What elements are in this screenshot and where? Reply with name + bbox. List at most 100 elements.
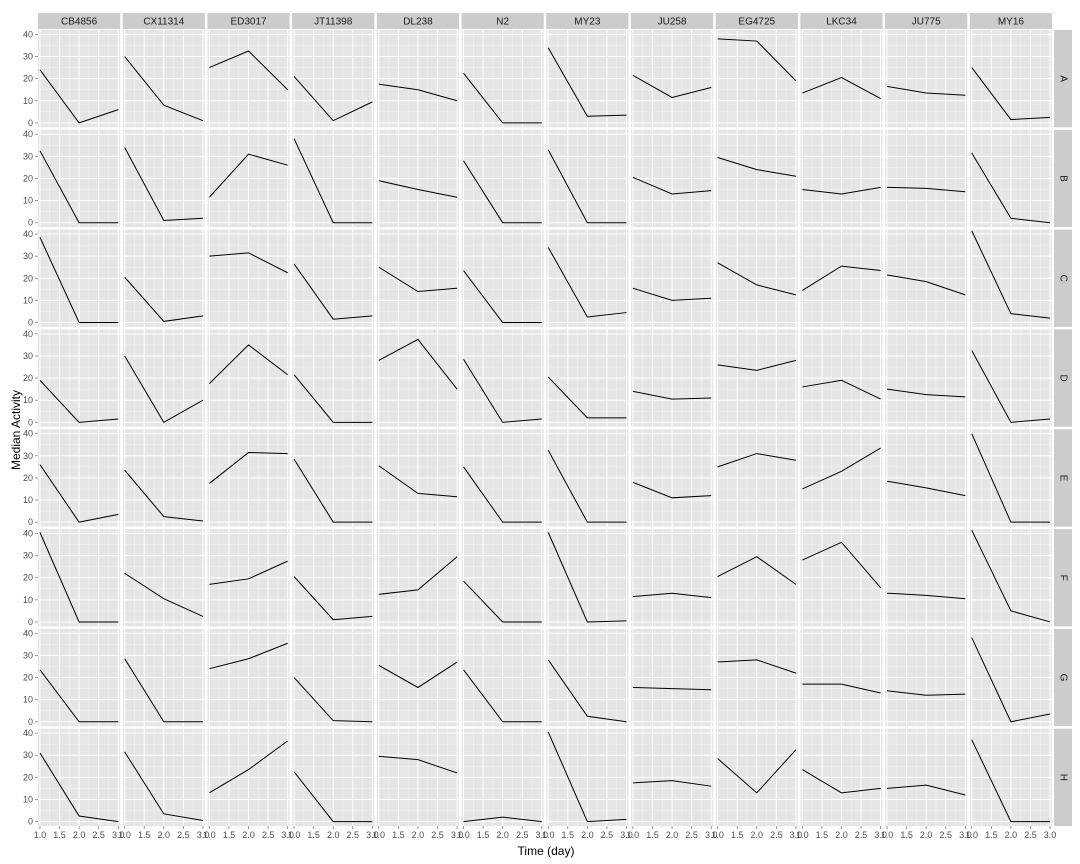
facet-panel — [630, 229, 714, 327]
facet-panel — [38, 628, 121, 727]
y-tick-label: 10 — [23, 794, 33, 804]
series-line — [887, 186, 966, 193]
series-line — [463, 160, 542, 224]
facet-panel — [885, 529, 968, 627]
x-tick-label: 2.5 — [92, 830, 105, 840]
series-line — [209, 740, 288, 794]
facet-panel — [376, 429, 460, 527]
y-tick-label: 20 — [23, 473, 33, 483]
x-tick-label: 2.5 — [940, 830, 953, 840]
series-line — [378, 556, 458, 595]
facet-panel — [461, 429, 544, 527]
series-line — [293, 76, 373, 122]
facet-label-row: G — [1057, 674, 1068, 682]
facet-panel — [885, 30, 968, 128]
x-tick-label: 2.0 — [751, 830, 764, 840]
x-tick-label: 2.0 — [835, 830, 848, 840]
series-line — [378, 661, 458, 689]
facet-panel — [461, 329, 544, 427]
series-line — [124, 469, 204, 522]
series-line — [632, 74, 712, 98]
y-tick-label: 10 — [23, 695, 33, 705]
y-tick-label: 10 — [23, 196, 33, 206]
facet-panel — [461, 129, 544, 228]
facet-panel — [122, 529, 205, 627]
series-line — [971, 67, 1051, 121]
series-line — [887, 592, 966, 600]
facet-panel — [800, 728, 883, 826]
facet-label-col: ED3017 — [230, 17, 267, 28]
x-tick-label: 1.5 — [307, 830, 320, 840]
series-line — [463, 72, 542, 124]
x-tick-label: 2.0 — [496, 830, 509, 840]
facet-strip-row — [1054, 529, 1072, 627]
y-axis-title: Median Activity — [9, 390, 23, 470]
series-line — [886, 388, 966, 398]
y-tick-label: 0 — [28, 717, 33, 727]
x-tick-label: 3.0 — [536, 830, 549, 840]
x-tick-label: 1.5 — [646, 830, 659, 840]
y-tick-label: 20 — [23, 74, 33, 84]
x-tick-label: 2.0 — [412, 830, 425, 840]
facet-panel — [122, 229, 205, 327]
facet-label-col: JU775 — [912, 17, 941, 28]
x-tick-label: 1.0 — [711, 830, 724, 840]
facet-panel — [376, 30, 460, 128]
series-line — [293, 138, 373, 224]
facet-label-row: H — [1057, 774, 1068, 781]
series-line — [209, 451, 288, 484]
facet-panel — [546, 529, 629, 627]
y-tick-label: 10 — [23, 295, 33, 305]
facet-panel — [715, 129, 798, 228]
facet-panel — [122, 129, 205, 228]
facet-label-col: JT11398 — [314, 17, 353, 28]
series-line — [971, 433, 1051, 523]
facet-panel — [38, 429, 121, 527]
x-tick-label: 3.0 — [451, 830, 464, 840]
series-line — [971, 529, 1051, 623]
y-tick-label: 30 — [23, 351, 33, 361]
facet-panel — [122, 728, 205, 826]
facet-label-col: N2 — [496, 17, 509, 28]
facet-panel — [292, 628, 375, 727]
x-tick-label: 1.0 — [881, 830, 894, 840]
series-line — [39, 464, 119, 523]
series-line — [547, 149, 627, 224]
y-tick-label: 0 — [28, 318, 33, 328]
series-line — [378, 465, 458, 498]
y-tick-label: 30 — [23, 52, 33, 62]
facet-panel — [376, 628, 460, 727]
series-line — [802, 541, 882, 588]
facet-panel — [376, 329, 460, 427]
facet-label-col: EG4725 — [738, 17, 775, 28]
facet-panel — [38, 30, 121, 128]
series-line — [293, 576, 373, 621]
facet-panel — [376, 129, 460, 228]
x-tick-label: 2.0 — [73, 830, 86, 840]
series-line — [971, 230, 1051, 319]
series-line — [39, 237, 119, 324]
facet-panel — [715, 329, 798, 427]
x-tick-label: 3.0 — [705, 830, 718, 840]
series-line — [886, 784, 966, 796]
x-tick-label: 2.0 — [158, 830, 171, 840]
facet-panel — [800, 129, 883, 228]
series-line — [124, 658, 203, 723]
facet-panel — [38, 329, 121, 427]
series-line — [463, 669, 542, 723]
y-tick-label: 0 — [28, 218, 33, 228]
x-tick-label: 1.5 — [477, 830, 490, 840]
y-tick-label: 40 — [23, 728, 33, 738]
series-line — [124, 147, 203, 222]
x-tick-label: 1.0 — [34, 830, 47, 840]
series-line — [124, 572, 204, 617]
series-line — [717, 659, 797, 674]
series-line — [378, 180, 458, 198]
facet-strip-col — [885, 13, 968, 29]
x-tick-label: 3.0 — [790, 830, 803, 840]
facet-panel — [207, 229, 290, 327]
y-tick-label: 20 — [23, 273, 33, 283]
facet-strip-col — [715, 13, 798, 29]
series-line — [632, 176, 712, 195]
facet-panel — [292, 30, 375, 128]
